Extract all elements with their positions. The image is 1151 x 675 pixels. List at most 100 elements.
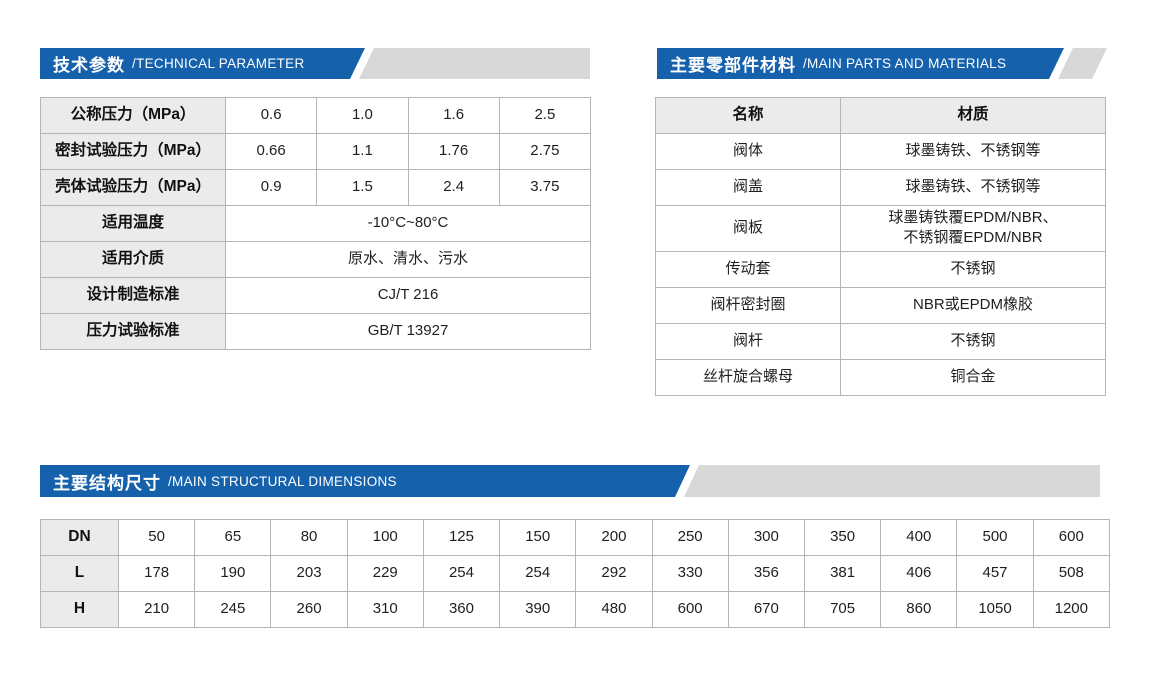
- dimension-value-cell: 500: [956, 519, 1034, 556]
- param-value-cell: 1.6: [407, 97, 500, 134]
- dimension-value-cell: 125: [422, 519, 501, 556]
- banner-gray-tail: [1055, 48, 1107, 79]
- material-cell: 球墨铸铁覆EPDM/NBR、 不锈钢覆EPDM/NBR: [840, 205, 1106, 252]
- dimension-label-cell: DN: [40, 519, 119, 556]
- dimension-value-cell: 229: [346, 555, 424, 592]
- param-label-cell: 公称压力（MPa）: [40, 97, 226, 134]
- dimension-value-cell: 210: [117, 591, 196, 628]
- dimension-value-cell: 508: [1032, 555, 1111, 592]
- dimension-value-cell: 178: [117, 555, 196, 592]
- param-value-cell: 0.9: [224, 169, 318, 206]
- dimension-value-cell: 600: [1032, 519, 1111, 556]
- param-value-cell: 1.1: [316, 133, 409, 170]
- dimension-value-cell: 350: [803, 519, 882, 556]
- material-cell: 球墨铸铁、不锈钢等: [840, 169, 1106, 206]
- table-row: 阀杆密封圈 NBR或EPDM橡胶: [655, 286, 1106, 324]
- material-cell: 不锈钢: [840, 250, 1106, 288]
- dimension-value-cell: 381: [803, 555, 882, 592]
- table-row: H 210 245 260 310 360 390 480 600 670 705 860 1050 12…: [40, 591, 1111, 628]
- param-label-cell: 壳体试验压力（MPa）: [40, 169, 226, 206]
- section-title-zh: 主要结构尺寸: [53, 473, 161, 493]
- param-label-cell: 设计制造标准: [40, 277, 226, 314]
- dimension-value-cell: 250: [651, 519, 729, 556]
- param-value-cell: -10°C~80°C: [225, 205, 591, 242]
- part-name-cell: 阀盖: [655, 169, 841, 206]
- dimension-value-cell: 860: [880, 591, 958, 628]
- dimension-value-cell: 254: [422, 555, 501, 592]
- part-name-cell: 阀杆密封圈: [655, 286, 841, 324]
- dimension-value-cell: 670: [727, 591, 805, 628]
- dimension-value-cell: 150: [499, 519, 577, 556]
- dimension-label-cell: L: [40, 555, 119, 592]
- material-cell: 不锈钢: [840, 322, 1106, 360]
- table-row: 壳体试验压力（MPa） 0.9 1.5 2.4 3.75: [40, 169, 592, 206]
- banner-blue-ribbon: 主要零部件材料 /MAIN PARTS AND MATERIALS: [657, 48, 1064, 79]
- banner-blue-ribbon: 主要结构尺寸 /MAIN STRUCTURAL DIMENSIONS: [40, 465, 690, 497]
- dimension-value-cell: 400: [880, 519, 958, 556]
- param-value-cell: 0.6: [224, 97, 318, 134]
- structural-dimensions-banner: 主要结构尺寸 /MAIN STRUCTURAL DIMENSIONS: [40, 465, 1100, 497]
- param-value-cell: 1.5: [316, 169, 409, 206]
- main-parts-materials-table: 名称 材质 阀体 球墨铸铁、不锈钢等 阀盖 球墨铸铁、不锈钢等 阀板 球墨铸铁覆EPDM/N…: [655, 97, 1106, 396]
- table-row: 公称压力（MPa） 0.6 1.0 1.6 2.5: [40, 97, 592, 134]
- param-label-cell: 适用介质: [40, 241, 226, 278]
- material-cell: 铜合金: [840, 358, 1106, 396]
- dimension-value-cell: 200: [575, 519, 653, 556]
- dimension-value-cell: 480: [575, 591, 653, 628]
- table-row: 阀盖 球墨铸铁、不锈钢等: [655, 169, 1106, 206]
- section-title-zh: 主要零部件材料: [670, 56, 796, 75]
- dimension-value-cell: 100: [346, 519, 424, 556]
- param-value-cell: 3.75: [498, 169, 592, 206]
- dimension-value-cell: 80: [270, 519, 348, 556]
- section-title-en: /MAIN PARTS AND MATERIALS: [803, 56, 1007, 71]
- section-title-en: /MAIN STRUCTURAL DIMENSIONS: [168, 473, 397, 489]
- param-label-cell: 密封试验压力（MPa）: [40, 133, 226, 170]
- dimension-value-cell: 300: [727, 519, 805, 556]
- material-cell: 球墨铸铁、不锈钢等: [840, 133, 1106, 170]
- banner-gray-tail: [359, 48, 590, 79]
- dimension-value-cell: 190: [194, 555, 272, 592]
- param-value-cell: CJ/T 216: [225, 277, 591, 314]
- param-value-cell: GB/T 13927: [225, 313, 591, 350]
- table-row: 阀板 球墨铸铁覆EPDM/NBR、 不锈钢覆EPDM/NBR: [655, 205, 1106, 252]
- part-name-cell: 阀杆: [655, 322, 841, 360]
- table-row: 阀体 球墨铸铁、不锈钢等: [655, 133, 1106, 170]
- section-title-en: /TECHNICAL PARAMETER: [132, 56, 305, 71]
- table-row: 适用介质 原水、清水、污水: [40, 241, 591, 278]
- part-name-cell: 阀体: [655, 133, 841, 170]
- dimension-value-cell: 360: [422, 591, 501, 628]
- dimension-value-cell: 356: [727, 555, 805, 592]
- dimension-value-cell: 310: [346, 591, 424, 628]
- section-title-zh: 技术参数: [53, 56, 125, 75]
- technical-parameter-banner: 技术参数 /TECHNICAL PARAMETER: [40, 48, 590, 79]
- table-row: 阀杆 不锈钢: [655, 322, 1106, 360]
- param-value-cell: 2.75: [498, 133, 592, 170]
- materials-header-cell: 名称: [655, 97, 841, 134]
- banner-gray-tail: [684, 465, 1100, 497]
- dimension-value-cell: 1200: [1032, 591, 1111, 628]
- table-row: 密封试验压力（MPa） 0.66 1.1 1.76 2.75: [40, 133, 592, 170]
- dimension-label-cell: H: [40, 591, 119, 628]
- dimension-value-cell: 203: [270, 555, 348, 592]
- table-row: 丝杆旋合螺母 铜合金: [655, 358, 1106, 396]
- part-name-cell: 传动套: [655, 250, 841, 288]
- structural-dimensions-table: DN 50 65 80 100 125 150 200 250 300 350 400 500 600 L 1…: [40, 519, 1111, 628]
- part-name-cell: 丝杆旋合螺母: [655, 358, 841, 396]
- table-row: 传动套 不锈钢: [655, 250, 1106, 288]
- dimension-value-cell: 457: [956, 555, 1034, 592]
- param-value-cell: 1.0: [316, 97, 409, 134]
- part-name-cell: 阀板: [655, 205, 841, 252]
- dimension-value-cell: 600: [651, 591, 729, 628]
- param-value-cell: 原水、清水、污水: [225, 241, 591, 278]
- dimension-value-cell: 390: [499, 591, 577, 628]
- param-label-cell: 压力试验标准: [40, 313, 226, 350]
- dimension-value-cell: 292: [575, 555, 653, 592]
- materials-header-row: 名称 材质: [655, 97, 1106, 134]
- material-cell: NBR或EPDM橡胶: [840, 286, 1106, 324]
- table-row: 压力试验标准 GB/T 13927: [40, 313, 591, 350]
- banner-blue-ribbon: 技术参数 /TECHNICAL PARAMETER: [40, 48, 365, 79]
- table-row: 适用温度 -10°C~80°C: [40, 205, 591, 242]
- param-value-cell: 1.76: [407, 133, 500, 170]
- dimension-value-cell: 254: [499, 555, 577, 592]
- dimension-value-cell: 260: [270, 591, 348, 628]
